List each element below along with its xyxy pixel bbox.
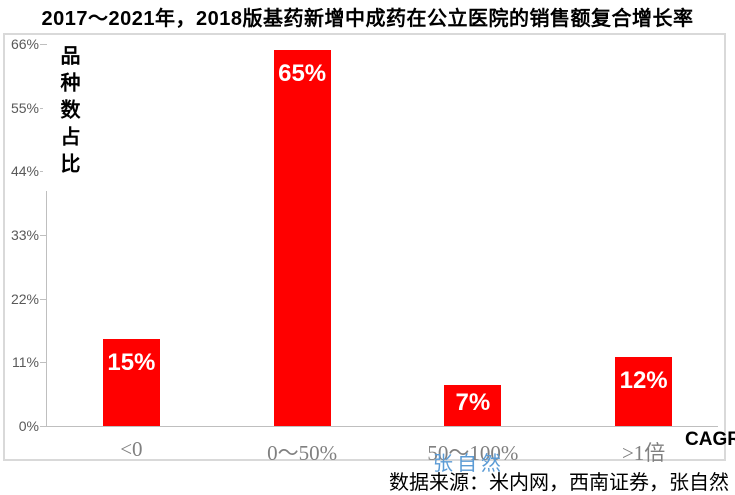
bar-value-label: 7% [455, 389, 491, 417]
y-tick-label: 33% [10, 227, 39, 243]
y-tick-label: 44% [10, 163, 39, 180]
bar: 15% [102, 339, 160, 426]
bar: 7% [444, 385, 502, 426]
y-tick-mark [40, 44, 46, 45]
x-axis-title: CAGR [685, 429, 735, 450]
y-tick-mark [40, 426, 46, 427]
y-tick-mark [40, 235, 46, 236]
source-note: 数据来源：米内网，西南证券，张自然 [389, 472, 729, 494]
y-axis-title: 品种数占比 [43, 45, 93, 191]
chart-title: 2017～2021年，2018版基药新增中成药在公立医院的销售额复合增长率 [41, 8, 694, 30]
x-category-label: 50～100% [427, 441, 519, 465]
y-tick-label: 55% [10, 99, 39, 116]
x-category-label: 0～50% [267, 441, 338, 465]
bar: 12% [615, 356, 673, 426]
bar-value-label: 12% [619, 366, 668, 394]
watermark: 张自然 [433, 453, 505, 475]
y-tick-label: 0% [18, 418, 39, 434]
y-tick-mark [40, 298, 46, 300]
y-tick-label: 66% [10, 36, 39, 52]
y-axis-title-text: 品种数占比 [57, 45, 79, 180]
bar: 65% [273, 49, 331, 426]
bar-value-label: 65% [278, 59, 327, 87]
y-tick-mark [40, 362, 46, 364]
y-tick-label: 11% [12, 354, 39, 371]
y-tick-label: 22% [10, 290, 39, 307]
y-axis-line [46, 44, 47, 427]
chart-frame: 0% 11% 22% 33% 44% 55% 66% 品种数占比 15% 65% 7% 12% <… [3, 33, 735, 475]
x-category-label: >1倍 [621, 441, 666, 465]
x-axis-line [46, 426, 718, 427]
x-category-label: <0 [120, 437, 143, 461]
bar-value-label: 15% [107, 349, 156, 377]
